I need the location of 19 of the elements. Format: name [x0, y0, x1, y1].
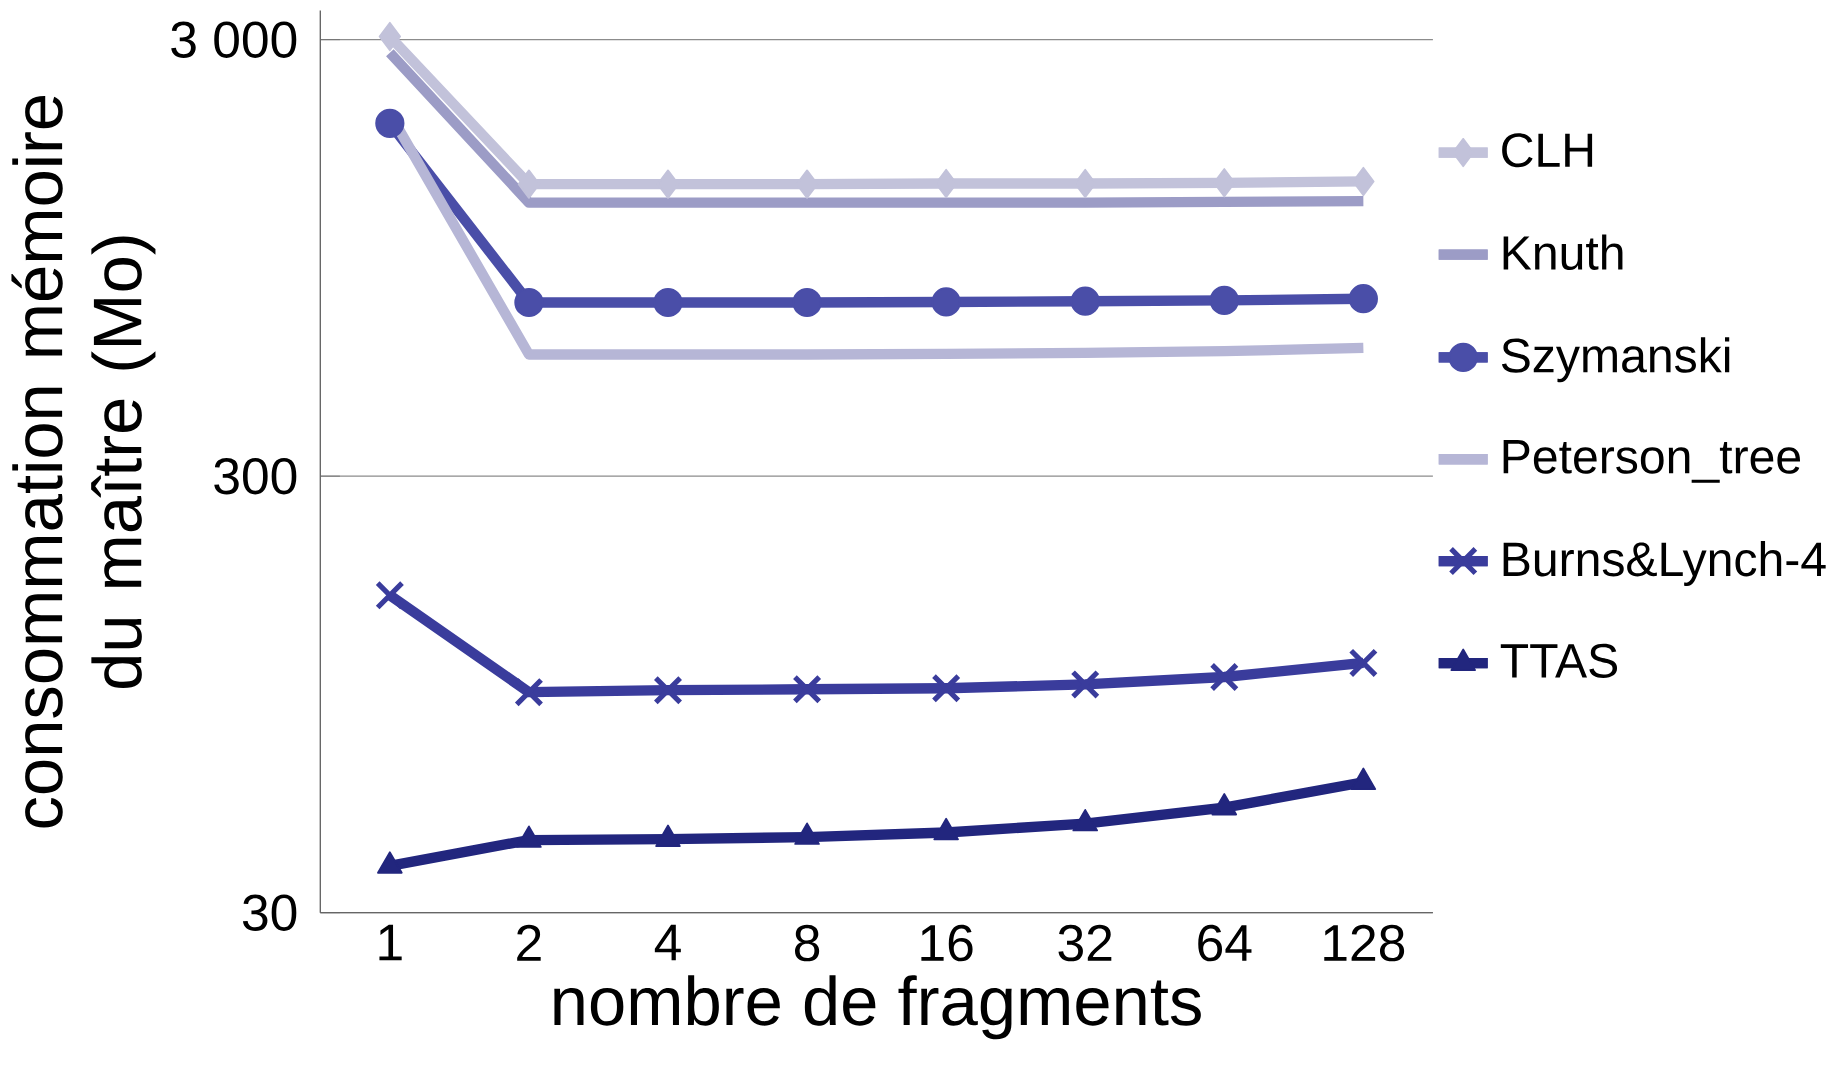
legend-label: TTAS [1500, 643, 1618, 678]
y-tick-label: 300 [214, 457, 297, 495]
legend-label: Peterson_tree [1503, 439, 1801, 483]
x-tick-label: 8 [794, 924, 820, 962]
x-tick-label: 32 [1058, 924, 1112, 962]
x-tick-label: 128 [1324, 924, 1405, 962]
legend-label: CLH [1502, 133, 1593, 168]
legend-label: Szymanski [1501, 337, 1730, 383]
x-tick-label: 16 [921, 924, 973, 962]
legend-label: Knuth [1503, 234, 1623, 270]
x-axis-title: nombre de fragments [554, 975, 1201, 1040]
x-tick-label: 1 [379, 924, 402, 961]
x-tick-label: 64 [1198, 924, 1252, 962]
x-tick-label: 2 [517, 924, 541, 961]
y-axis-title: consommation mémoire du maître (Mo) [11, 95, 156, 828]
legend-label: Burns&Lynch-4 [1503, 540, 1826, 586]
y-tick-label: 3 000 [171, 21, 297, 58]
y-tick-label: 30 [242, 894, 297, 931]
x-tick-label: 4 [654, 924, 681, 961]
